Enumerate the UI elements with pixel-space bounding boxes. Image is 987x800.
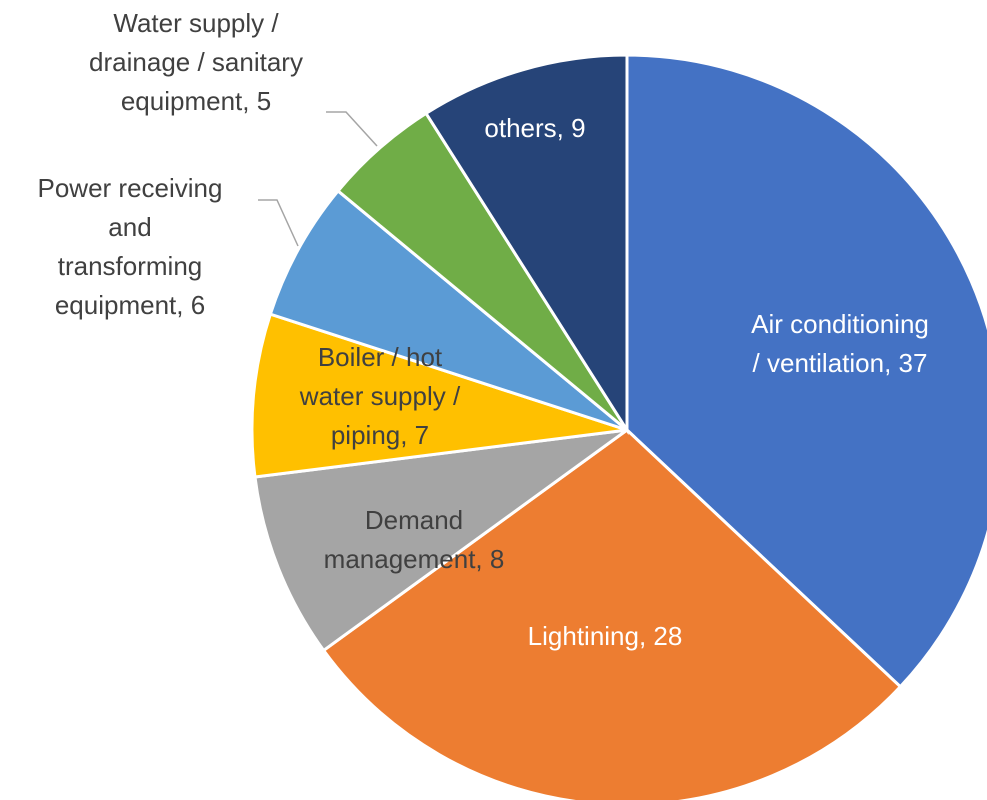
label-line: Boiler / hot: [318, 342, 443, 372]
label-line: transforming: [58, 251, 203, 281]
slices: Air conditioning / ventilationLightining…: [250, 53, 987, 800]
data-label: Water supply / drainage / sanitary equipme…: [89, 8, 303, 116]
data-label: Power receiving and transforming equipment,…: [38, 173, 223, 320]
label-line: Power receiving: [38, 173, 223, 203]
data-label: Air conditioning / ventilation, 37: [751, 309, 929, 378]
pie-slice: Lightining: [321, 428, 903, 800]
label-line: and: [108, 212, 151, 242]
label-line: Air conditioning: [751, 309, 929, 339]
pie-slice: others: [423, 53, 629, 436]
leader-line: [258, 199, 299, 247]
pie-slice: Demand management: [253, 428, 628, 653]
label-line: Lightining, 28: [528, 621, 683, 651]
data-label: others, 9: [484, 113, 585, 143]
label-line: piping, 7: [331, 420, 429, 450]
label-line: / ventilation, 37: [753, 348, 928, 378]
label-line: drainage / sanitary: [89, 47, 303, 77]
pie-slice: Boiler / hot water supply / piping: [250, 312, 628, 479]
label-line: water supply /: [299, 381, 461, 411]
label-line: Demand: [365, 505, 463, 535]
pie-slice: Air conditioning / ventilation: [625, 53, 987, 689]
data-label: Demand management, 8: [324, 505, 505, 574]
label-line: equipment, 5: [121, 86, 271, 116]
label-line: equipment, 6: [55, 290, 205, 320]
labels: Air conditioning / ventilation, 37 Lightin…: [38, 8, 929, 651]
label-line: Water supply /: [113, 8, 279, 38]
data-label: Lightining, 28: [528, 621, 683, 651]
pie-slice: Power receiving and transforming equipme…: [268, 188, 628, 432]
data-label: Boiler / hot water supply / piping, 7: [299, 342, 461, 450]
label-line: others, 9: [484, 113, 585, 143]
label-line: management, 8: [324, 544, 505, 574]
leader-line: [326, 111, 378, 147]
